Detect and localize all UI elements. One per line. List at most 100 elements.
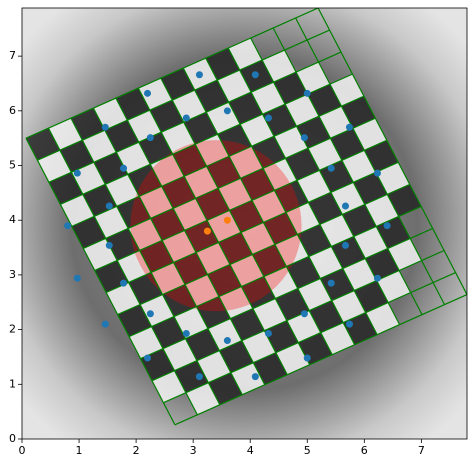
image-cell (217, 70, 252, 103)
grid-overlay-line (182, 67, 333, 355)
image-cell (172, 90, 207, 123)
point (341, 202, 349, 210)
image-cell (285, 148, 320, 181)
image-cell (163, 338, 197, 371)
image-cell (195, 134, 230, 167)
image-cell (162, 230, 197, 263)
image-cell (172, 144, 207, 177)
image-cell (94, 206, 129, 239)
image-cell (352, 118, 387, 151)
y-tick-label: 1 (9, 377, 16, 390)
image-cell (275, 342, 310, 375)
image-cell (138, 132, 173, 165)
image-cell (229, 254, 264, 287)
image-cell (48, 172, 83, 205)
image-cell (128, 272, 163, 305)
y-tick-label: 5 (9, 159, 16, 172)
image-cell (105, 174, 140, 207)
image-cell (297, 224, 332, 257)
grid-overlay-line (48, 51, 342, 183)
point (264, 329, 272, 337)
image-cell (129, 326, 164, 359)
x-tick-label: 6 (361, 444, 368, 457)
y-tick-label: 2 (9, 323, 16, 336)
image-cell (173, 198, 208, 231)
image-cell (365, 248, 400, 281)
image-cell (241, 276, 276, 309)
image-cell (174, 306, 208, 339)
image-cell (218, 232, 253, 265)
point (223, 216, 231, 224)
image-cell (307, 138, 342, 171)
image-cell (263, 266, 298, 299)
point (373, 169, 381, 177)
point (144, 354, 152, 362)
image-cell (196, 350, 231, 383)
image-cell (228, 92, 263, 125)
image-cell (229, 146, 264, 179)
image-cell (296, 170, 331, 203)
image-cell (161, 176, 196, 209)
image-cell (127, 110, 162, 143)
x-tick-label: 5 (304, 444, 311, 457)
image-cell (196, 296, 231, 329)
image-cell (285, 94, 319, 127)
image-cell (184, 166, 219, 199)
grid-overlay-line (137, 87, 288, 375)
image-cell (308, 246, 343, 279)
x-tick-label: 1 (76, 444, 83, 457)
image-cell (206, 102, 241, 135)
grid-overlay-line (160, 77, 311, 365)
image-cell (115, 88, 150, 121)
image-cell (206, 156, 241, 189)
image-cell (116, 196, 151, 229)
point (144, 89, 152, 97)
image-cell (274, 180, 309, 213)
grid-overlay-line (83, 117, 376, 249)
point (64, 222, 72, 230)
image-cell (342, 204, 377, 237)
point (303, 89, 311, 97)
image-cell (150, 208, 185, 241)
image-cell (387, 238, 422, 271)
image-cell (104, 120, 139, 153)
image-cell (264, 320, 299, 353)
grid-overlay-line (47, 127, 198, 416)
region-circle (130, 140, 302, 312)
point (300, 310, 308, 318)
image-cell (194, 80, 229, 113)
grid-overlay-line (37, 29, 330, 161)
image-cell (94, 260, 129, 293)
image-cell (207, 318, 242, 351)
image-cell (275, 288, 310, 321)
image-cell (364, 194, 399, 227)
image-cell (229, 200, 264, 233)
point (146, 134, 154, 142)
image-cell (342, 258, 377, 291)
grid-overlay-line (117, 183, 410, 316)
image-cell (308, 192, 343, 225)
grid-overlay-line (128, 205, 422, 338)
image-cell (196, 242, 230, 275)
point (345, 123, 353, 131)
image-cell (273, 72, 308, 105)
image-cell (329, 74, 364, 107)
y-tick-label: 7 (9, 49, 16, 62)
image-cell (150, 154, 185, 187)
point (251, 71, 259, 79)
x-tick-label: 3 (190, 444, 197, 457)
image-cell (251, 136, 286, 169)
image-cell (71, 216, 106, 249)
grid-overlay-line (140, 227, 433, 360)
image-cell (205, 48, 240, 81)
image-cell (262, 104, 297, 137)
grid-overlay-line (295, 17, 446, 305)
point (120, 279, 128, 287)
image-cell (251, 82, 286, 115)
grid-overlay-line (60, 73, 353, 205)
point (120, 164, 128, 172)
x-tick-label: 7 (418, 444, 425, 457)
image-cell (183, 112, 218, 145)
point (327, 164, 335, 172)
